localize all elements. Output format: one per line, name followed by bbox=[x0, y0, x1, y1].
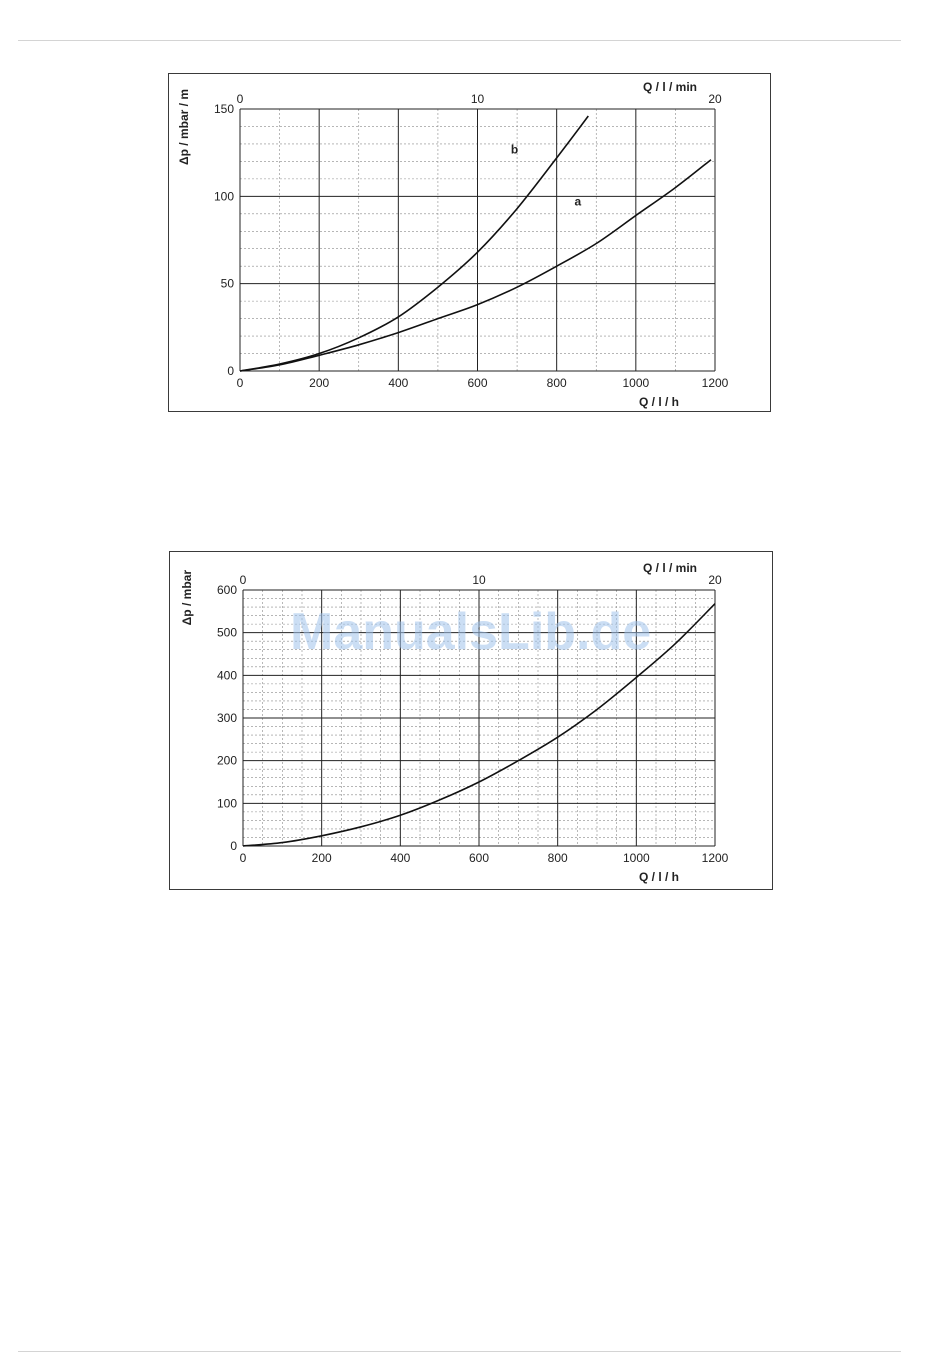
series-line-a bbox=[239, 159, 712, 372]
header-rule bbox=[18, 40, 901, 41]
x-tick-label: 0 bbox=[237, 376, 244, 390]
x-tick-label: 600 bbox=[467, 376, 487, 390]
pressure-drop-per-meter-chart: 0 200 400 600 800 1000 1200 0 10 20 0 50 100 150 Q / l… bbox=[168, 73, 771, 412]
x2-tick-label: 10 bbox=[471, 92, 485, 106]
grid bbox=[239, 108, 716, 372]
x-tick-label: 1200 bbox=[702, 376, 729, 390]
x-tick-label: 200 bbox=[312, 851, 332, 865]
y-axis-label: Δp / mbar bbox=[180, 570, 194, 626]
x-tick-label: 800 bbox=[547, 376, 567, 390]
x-tick-label: 1000 bbox=[623, 851, 650, 865]
series-line-main bbox=[242, 603, 716, 847]
grid bbox=[242, 589, 716, 847]
y-tick-label: 500 bbox=[217, 626, 237, 640]
y-tick-label: 600 bbox=[217, 583, 237, 597]
y-tick-label: 50 bbox=[221, 277, 235, 291]
x-tick-label: 1000 bbox=[622, 376, 649, 390]
x2-axis-label: Q / l / min bbox=[643, 561, 697, 575]
series-label-b: b bbox=[511, 142, 518, 156]
y-tick-label: 150 bbox=[214, 102, 234, 116]
footer-rule bbox=[18, 1351, 901, 1352]
x2-tick-label: 10 bbox=[472, 573, 486, 587]
series-label-a: a bbox=[574, 195, 581, 209]
x-tick-label: 200 bbox=[309, 376, 329, 390]
x-tick-label: 800 bbox=[548, 851, 568, 865]
x2-axis-label: Q / l / min bbox=[643, 80, 697, 94]
y-tick-label: 400 bbox=[217, 668, 237, 682]
x-axis-label: Q / l / h bbox=[639, 395, 679, 409]
x2-tick-label: 0 bbox=[240, 573, 247, 587]
x2-tick-label: 20 bbox=[708, 573, 722, 587]
y-axis-label: Δp / mbar / m bbox=[177, 89, 191, 165]
x-tick-label: 400 bbox=[390, 851, 410, 865]
x-tick-label: 1200 bbox=[702, 851, 729, 865]
pressure-drop-chart: 0 200 400 600 800 1000 1200 0 10 20 0 100 200 300 400 5… bbox=[169, 551, 773, 890]
x2-tick-label: 20 bbox=[708, 92, 722, 106]
x-tick-label: 400 bbox=[388, 376, 408, 390]
x-tick-label: 0 bbox=[240, 851, 247, 865]
watermark: ManualsLib.de bbox=[290, 603, 652, 661]
x-tick-label: 600 bbox=[469, 851, 489, 865]
x2-tick-label: 0 bbox=[237, 92, 244, 106]
y-tick-label: 0 bbox=[227, 364, 234, 378]
y-tick-label: 100 bbox=[214, 189, 234, 203]
y-tick-label: 0 bbox=[230, 839, 237, 853]
x-axis-label: Q / l / h bbox=[639, 870, 679, 884]
y-tick-label: 200 bbox=[217, 754, 237, 768]
y-tick-label: 300 bbox=[217, 711, 237, 725]
series-line-b bbox=[239, 115, 589, 372]
y-tick-label: 100 bbox=[217, 796, 237, 810]
